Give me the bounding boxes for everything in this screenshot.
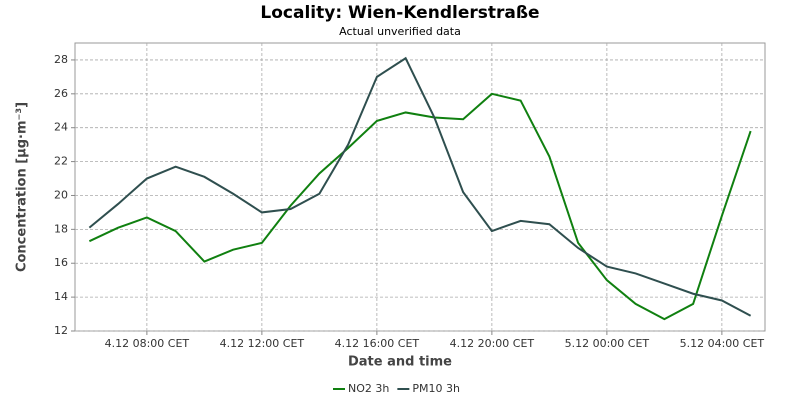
x-tick-label: 5.12 00:00 CET: [565, 337, 650, 350]
y-axis-label: Concentration [µg·m⁻³]: [15, 102, 30, 272]
chart-title: Locality: Wien-Kendlerstraße: [260, 3, 539, 23]
x-tick-label: 4.12 16:00 CET: [335, 337, 420, 350]
x-tick-label: 4.12 08:00 CET: [105, 337, 190, 350]
y-tick-label: 16: [54, 256, 68, 269]
y-tick-label: 24: [54, 121, 68, 134]
line-series: [88, 92, 752, 321]
y-tick-label: 12: [54, 324, 68, 337]
y-tick-label: 14: [54, 290, 68, 303]
y-tick-label: 20: [54, 188, 68, 201]
x-tick-label: 5.12 04:00 CET: [680, 337, 765, 350]
y-tick-label: 22: [54, 155, 68, 168]
y-tick-label: 18: [54, 222, 68, 235]
x-tick-label: 4.12 12:00 CET: [220, 337, 305, 350]
y-tick-label: 28: [54, 53, 68, 66]
legend-label: NO2 3h: [348, 382, 389, 395]
x-tick-label: 4.12 20:00 CET: [450, 337, 535, 350]
legend-label: PM10 3h: [412, 382, 460, 395]
y-tick-label: 26: [54, 87, 68, 100]
line-series: [88, 56, 752, 317]
plot-area: [74, 42, 766, 332]
x-axis-label: Date and time: [348, 355, 452, 370]
chart-subtitle: Actual unverified data: [339, 25, 461, 38]
